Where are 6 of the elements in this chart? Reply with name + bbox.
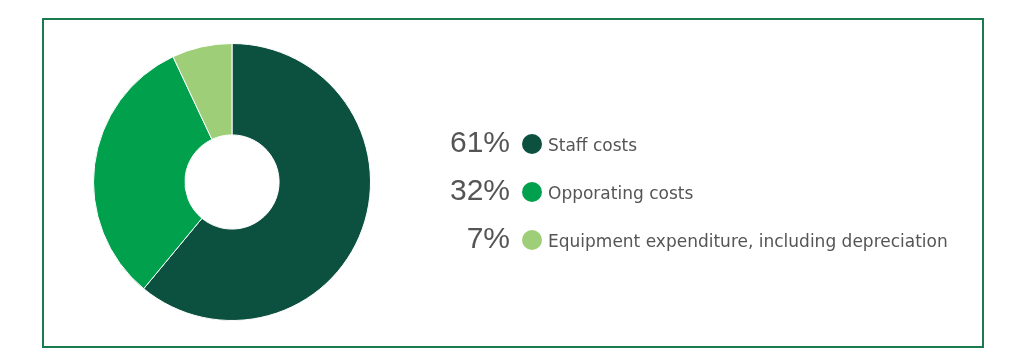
- data-label: 7%: [465, 221, 510, 255]
- data-label: 61%: [448, 125, 510, 159]
- data-label: 32%: [448, 173, 510, 207]
- legend-label: Opporating costs: [548, 182, 694, 203]
- legend-label: Staff costs: [548, 134, 638, 155]
- legend-label: Equipment expenditure, including depreciation: [548, 230, 948, 251]
